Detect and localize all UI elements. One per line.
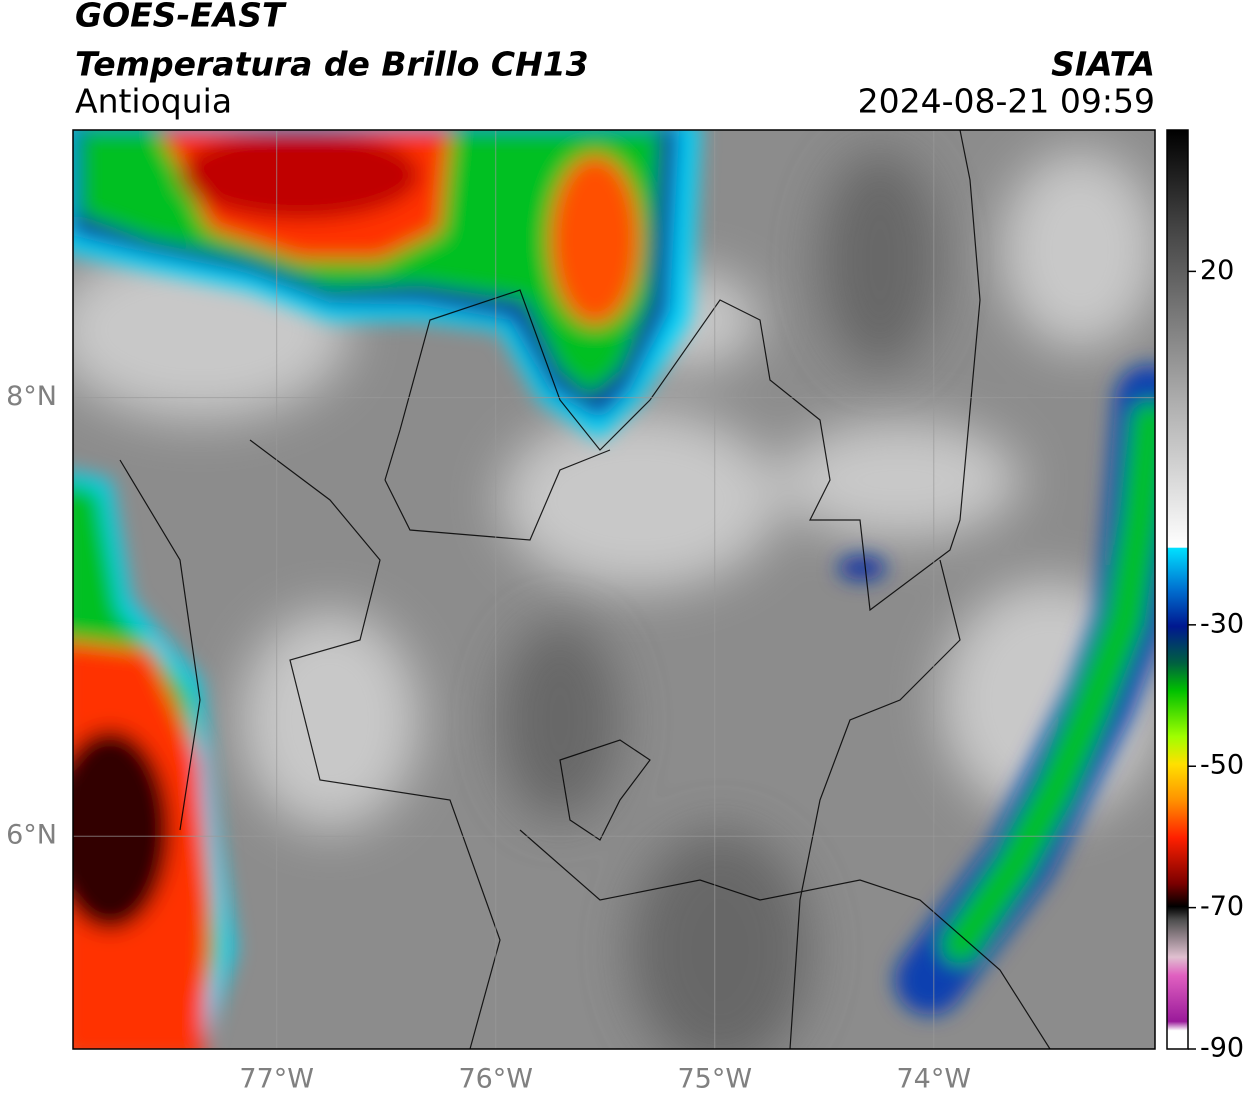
y-tick-label: 8°N — [6, 381, 57, 412]
source: SIATA — [1051, 45, 1155, 84]
map-frame — [72, 129, 1156, 1050]
y-tick-label: 6°N — [6, 820, 57, 851]
x-tick-label: 76°W — [458, 1064, 533, 1095]
region: Antioquia — [75, 82, 232, 121]
title: GOES-EAST — [75, 0, 287, 35]
datetime: 2024-08-21 09:59 — [858, 82, 1155, 121]
colorbar-tick-label: -30 — [1200, 608, 1244, 639]
satellite-image — [73, 130, 1155, 1049]
colorbar-tick-label: -70 — [1200, 891, 1244, 922]
x-tick-label: 77°W — [239, 1064, 314, 1095]
x-tick-label: 74°W — [897, 1064, 972, 1095]
x-tick-label: 75°W — [677, 1064, 752, 1095]
colorbar-tick-label: -50 — [1200, 750, 1244, 781]
colorbar-tick-label: -90 — [1200, 1033, 1244, 1064]
colorbar — [1166, 129, 1189, 1050]
subtitle: Temperatura de Brillo CH13 — [75, 45, 589, 84]
colorbar-tick-label: 20 — [1200, 255, 1234, 286]
